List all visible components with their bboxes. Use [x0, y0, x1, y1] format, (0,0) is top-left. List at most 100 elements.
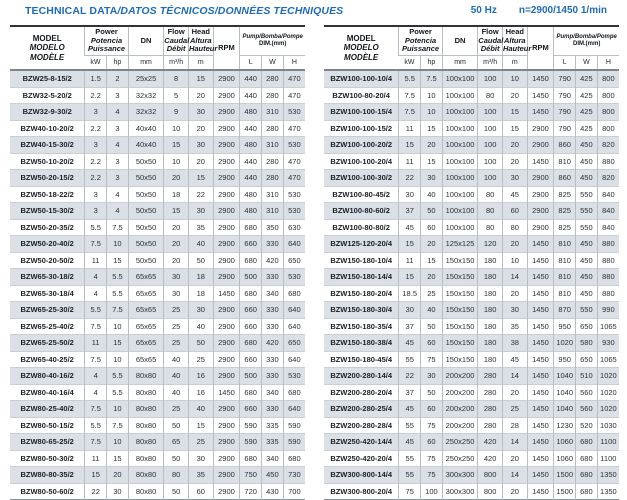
cell-kw: 15: [398, 235, 421, 252]
cell-head: 20: [501, 235, 528, 252]
table-row: BZW300-800-14/4 55 75 300x300 800 14 1450 1500 6…: [324, 466, 619, 483]
cell-l: 680: [239, 284, 262, 302]
cell-kw: 11: [398, 119, 421, 137]
power-label-en: Power: [95, 27, 118, 37]
cell-rpm: 2900: [212, 416, 240, 434]
table-row: BZW50-18-22/2 3 4 50x50 18 22 2900 480 310 530: [10, 185, 305, 203]
cell-flow: 20: [163, 235, 189, 252]
cell-hp: 5.5: [106, 284, 129, 302]
table-row: BZW100-100-20/4 11 15 100x100 100 20 1450 810 45…: [324, 152, 619, 170]
cell-h: 800: [596, 86, 619, 104]
cell-kw: 4: [84, 383, 107, 401]
unit-hp: hp: [420, 55, 443, 70]
cell-hp: 30: [106, 482, 129, 500]
cell-h: 470: [282, 152, 305, 170]
cell-hp: 3: [106, 152, 129, 170]
cell-model: BZW80-25-40/2: [10, 400, 85, 417]
cell-hp: 10: [106, 400, 129, 417]
cell-rpm: 1450: [526, 416, 554, 434]
dn-label: DN: [454, 35, 466, 45]
table-row: BZW50-20-35/2 5.5 7.5 50x50 20 35 2900 680 350 63…: [10, 218, 305, 236]
cell-h: 1065: [596, 350, 619, 368]
cell-hp: 10: [106, 317, 129, 335]
cell-dn: 80x80: [127, 466, 164, 483]
table-row: BZW100-100-15/2 11 15 100x100 100 15 2900 790 42…: [324, 119, 619, 137]
cell-flow: 80: [477, 185, 503, 203]
cell-h: 530: [282, 268, 305, 285]
cell-rpm: 2900: [212, 433, 240, 450]
col-header-model: MODEL MODELO MODÈLE: [324, 26, 399, 70]
cell-l: 500: [239, 268, 262, 285]
cell-flow: 9: [163, 103, 189, 120]
cell-model: BZW150-180-35/4: [324, 317, 399, 335]
unit-h: H: [282, 55, 305, 70]
cell-rpm: 2900: [526, 169, 554, 186]
cell-kw: 7.5: [84, 400, 107, 417]
cell-kw: 11: [398, 152, 421, 170]
cell-h: 1020: [596, 367, 619, 384]
cell-h: 1350: [596, 466, 619, 483]
cell-w: 335: [261, 416, 284, 434]
cell-l: 825: [553, 218, 576, 236]
cell-dn: 50x50: [127, 235, 164, 252]
cell-w: 425: [575, 86, 598, 104]
dim-label: Pump/Bomba/Pompe: [242, 33, 303, 40]
unit-w: W: [261, 55, 284, 70]
cell-model: BZW80-80-35/2: [10, 466, 85, 483]
cell-l: 1040: [553, 383, 576, 401]
cell-kw: 37: [398, 383, 421, 401]
cell-w: 450: [575, 169, 598, 186]
cell-flow: 80: [477, 202, 503, 219]
cell-hp: 75: [420, 449, 443, 467]
cell-w: 350: [261, 218, 284, 236]
cell-l: 660: [239, 350, 262, 368]
cell-flow: 40: [163, 367, 189, 384]
cell-flow: 420: [477, 449, 503, 467]
cell-w: 450: [575, 152, 598, 170]
cell-hp: 50: [420, 317, 443, 335]
cell-h: 1100: [596, 449, 619, 467]
cell-l: 950: [553, 350, 576, 368]
cell-flow: 80: [477, 218, 503, 236]
unit-kw: kW: [84, 55, 107, 70]
cell-dn: 150x150: [441, 251, 478, 269]
cell-l: 480: [239, 103, 262, 120]
table-row: BZW50-15-30/2 3 4 50x50 15 30 2900 480 310 530: [10, 202, 305, 219]
cell-l: 660: [239, 400, 262, 417]
cell-h: 1065: [596, 317, 619, 335]
cell-rpm: 1450: [526, 433, 554, 450]
cell-model: BZW65-25-40/2: [10, 317, 85, 335]
cell-rpm: 1450: [212, 383, 240, 401]
cell-head: 25: [501, 400, 528, 417]
cell-h: 640: [282, 301, 305, 318]
cell-dn: 100x100: [441, 152, 478, 170]
cell-kw: 30: [398, 301, 421, 318]
cell-head: 80: [501, 218, 528, 236]
cell-kw: 3: [84, 103, 107, 120]
cell-w: 550: [575, 301, 598, 318]
table-row: BZW150-180-45/4 55 75 150x150 180 45 1450 950 65…: [324, 350, 619, 368]
cell-kw: 11: [84, 449, 107, 467]
cell-rpm: 2900: [212, 69, 240, 87]
cell-head: 38: [501, 334, 528, 351]
cell-rpm: 1450: [212, 284, 240, 302]
cell-model: BZW65-25-30/2: [10, 301, 85, 318]
cell-w: 310: [261, 185, 284, 203]
unit-mm: mm: [127, 55, 164, 70]
cell-flow: 8: [163, 69, 189, 87]
cell-w: 550: [575, 185, 598, 203]
cell-kw: 5.5: [84, 301, 107, 318]
cell-w: 420: [261, 334, 284, 351]
cell-hp: 7.5: [420, 69, 443, 87]
cell-dn: 50x50: [127, 218, 164, 236]
cell-l: 860: [553, 136, 576, 153]
cell-hp: 4: [106, 103, 129, 120]
cell-h: 820: [596, 169, 619, 186]
cell-head: 10: [501, 251, 528, 269]
table-header: MODEL MODELO MODÈLE Power Potencia Puiss…: [324, 26, 619, 70]
cell-l: 720: [239, 482, 262, 500]
cell-head: 35: [187, 218, 214, 236]
cell-rpm: 2900: [212, 400, 240, 417]
cell-hp: 60: [420, 218, 443, 236]
cell-kw: 55: [398, 416, 421, 434]
